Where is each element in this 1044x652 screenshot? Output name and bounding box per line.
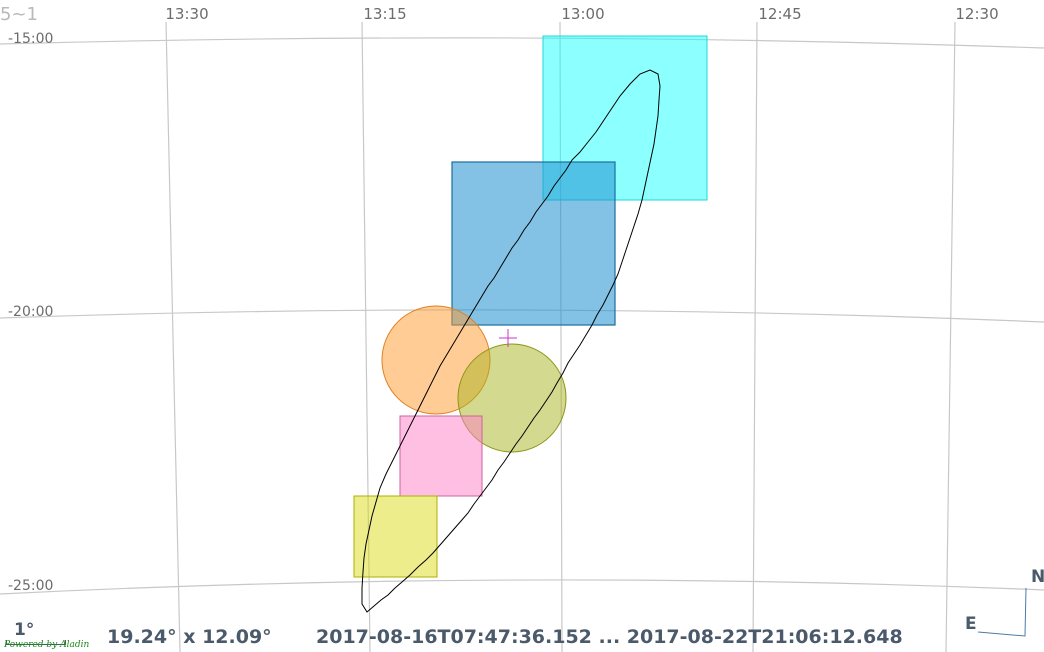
grid-ra-line	[559, 21, 563, 652]
skymap-contour[interactable]	[361, 69, 661, 613]
scale-bar	[6, 640, 66, 645]
dec-label: -20:00	[8, 304, 54, 320]
grid-ra-line	[361, 21, 371, 652]
dec-label: -15:00	[8, 31, 54, 47]
footprint-blue[interactable]	[451, 161, 616, 326]
grid-dec-line	[0, 579, 1044, 595]
grid-ra-line	[165, 21, 181, 652]
footprint-pink[interactable]	[399, 415, 483, 497]
ra-label: 13:00	[561, 5, 605, 23]
time-range: 2017-08-16T07:47:36.152 ... 2017-08-22T2…	[316, 626, 903, 648]
ra-label: 12:30	[955, 5, 999, 23]
ra-label: 13:30	[165, 5, 209, 23]
crosshair-icon	[499, 329, 517, 347]
powered-by-link[interactable]: Powered by Aladin	[4, 640, 90, 650]
footprint-circle-olive[interactable]	[457, 343, 567, 453]
ra-label: 13:15	[363, 5, 407, 23]
grid-ra-line	[752, 21, 758, 652]
grid-ra-line	[945, 21, 956, 652]
ra-label: 12:45	[758, 5, 802, 23]
corner-label: 5~1	[0, 4, 38, 25]
compass-icon	[977, 587, 1027, 637]
scale-label: 1°	[14, 620, 35, 640]
dec-label: -25:00	[8, 578, 54, 594]
coordinate-grid	[0, 21, 1044, 652]
grid-dec-line	[0, 37, 1044, 49]
compass-north-label: N	[1031, 567, 1044, 587]
field-of-view: 19.24° x 12.09°	[107, 626, 272, 648]
compass-east-label: E	[965, 614, 977, 634]
footprint-yellow[interactable]	[353, 495, 438, 578]
